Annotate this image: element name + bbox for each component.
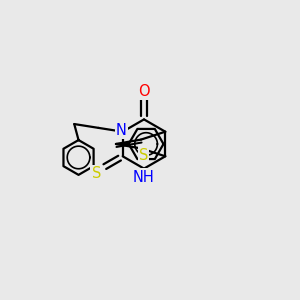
Text: N: N [116, 123, 127, 138]
Text: O: O [138, 83, 150, 98]
Text: S: S [139, 148, 148, 163]
Text: S: S [92, 166, 101, 181]
Text: NH: NH [133, 169, 154, 184]
